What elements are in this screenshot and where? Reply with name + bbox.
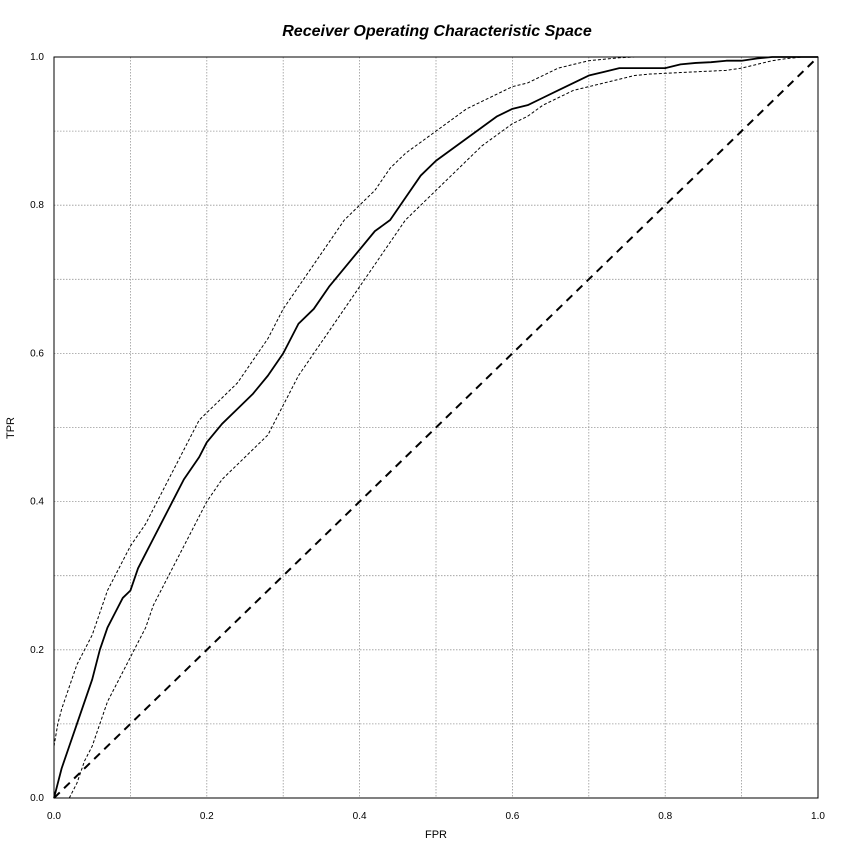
series-roc-curve bbox=[53, 56, 818, 799]
curves bbox=[53, 56, 819, 799]
x-tick-label: 0.2 bbox=[200, 811, 214, 822]
y-tick-label: 0.0 bbox=[30, 793, 44, 804]
series-upper-confidence-bound bbox=[53, 56, 666, 747]
x-tick-label: 0.0 bbox=[47, 811, 61, 822]
y-tick-label: 1.0 bbox=[30, 52, 44, 63]
x-tick-label: 0.8 bbox=[658, 811, 672, 822]
plot-frame bbox=[53, 56, 819, 799]
x-tick-labels: 0.0 0.2 0.4 0.6 0.8 1.0 bbox=[47, 811, 825, 822]
y-tick-label: 0.4 bbox=[30, 497, 44, 508]
chart-title: Receiver Operating Characteristic Space bbox=[282, 23, 592, 40]
x-tick-label: 0.4 bbox=[353, 811, 367, 822]
y-tick-labels: 0.0 0.2 0.4 0.6 0.8 1.0 bbox=[30, 52, 44, 804]
x-tick-label: 1.0 bbox=[811, 811, 825, 822]
x-axis-label: FPR bbox=[425, 829, 447, 841]
series-random-classifier bbox=[53, 56, 819, 799]
y-tick-label: 0.2 bbox=[30, 645, 44, 656]
y-tick-label: 0.6 bbox=[30, 348, 44, 359]
y-tick-label: 0.8 bbox=[30, 200, 44, 211]
y-axis-label: TPR bbox=[5, 417, 17, 439]
x-tick-label: 0.6 bbox=[505, 811, 519, 822]
series-lower-confidence-bound bbox=[68, 56, 818, 799]
grid bbox=[54, 57, 818, 798]
